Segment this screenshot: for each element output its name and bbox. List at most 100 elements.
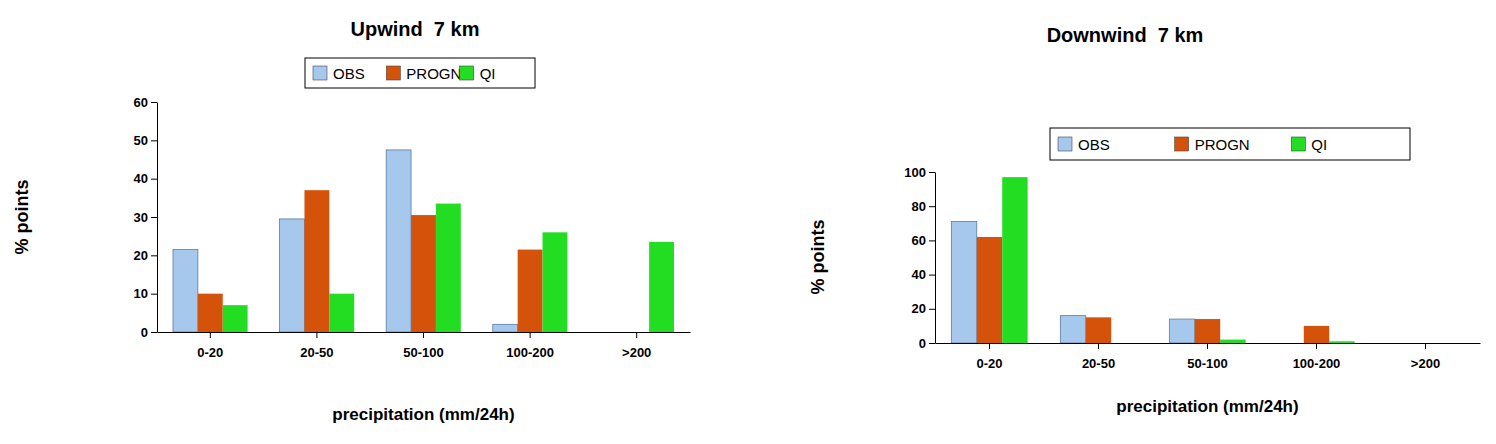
y-tick-label: 30 (134, 210, 148, 225)
bar (280, 219, 305, 332)
x-tick-mark (316, 332, 317, 338)
legend-label: OBS (1078, 136, 1110, 153)
y-tick: 40 (912, 267, 935, 282)
bar (1329, 341, 1354, 343)
x-tick-label: 50-100 (1187, 356, 1227, 371)
legend-label: PROGN (406, 65, 461, 82)
x-tick-label: 100-200 (506, 345, 554, 360)
legend-swatch (386, 66, 400, 80)
y-tick-mark (151, 140, 157, 141)
bar (977, 237, 1002, 343)
bar (1060, 316, 1085, 343)
bar (1278, 343, 1303, 344)
chart-title: Downwind 7 km (1047, 24, 1204, 46)
x-tick-mark (1207, 343, 1208, 349)
y-tick: 10 (134, 286, 157, 301)
legend-swatch (1058, 137, 1072, 151)
legend-label: PROGN (1195, 136, 1250, 153)
bar (1413, 343, 1438, 344)
bar (624, 332, 649, 333)
x-tick-label: 50-100 (403, 345, 443, 360)
bar (436, 204, 461, 332)
x-tick-label: 100-200 (1293, 356, 1341, 371)
legend-swatch (313, 66, 327, 80)
y-tick-label: 0 (919, 336, 926, 351)
x-tick-label: 20-50 (1082, 356, 1115, 371)
y-tick: 20 (912, 301, 935, 316)
y-tick-label: 40 (134, 171, 148, 186)
x-tick: >200 (622, 332, 651, 360)
x-tick-mark (210, 332, 211, 338)
x-tick: 20-50 (1082, 343, 1115, 371)
y-tick-label: 20 (134, 248, 148, 263)
y-axis-title: % points (12, 180, 32, 255)
y-axis-line (157, 103, 158, 333)
y-tick-mark (151, 102, 157, 103)
y-axis-line (935, 173, 936, 344)
bar (1002, 177, 1027, 343)
y-tick-label: 80 (912, 199, 926, 214)
x-tick-mark (1425, 343, 1426, 349)
y-tick-mark (151, 179, 157, 180)
x-tick: >200 (1411, 343, 1440, 371)
bar (1169, 319, 1194, 343)
legend-box (305, 58, 535, 88)
y-tick: 60 (912, 233, 935, 248)
y-tick: 100 (904, 165, 935, 180)
y-tick: 0 (919, 336, 935, 351)
bar (1195, 319, 1220, 343)
x-tick-mark (423, 332, 424, 338)
x-tick-mark (636, 332, 637, 338)
bars (173, 150, 674, 332)
y-tick: 60 (134, 95, 157, 110)
bar (599, 332, 624, 333)
y-tick-mark (929, 309, 935, 310)
y-axis-title: % points (808, 220, 828, 295)
x-tick: 50-100 (1187, 343, 1227, 371)
y-tick: 80 (912, 199, 935, 214)
legend: OBS PROGN QI (305, 58, 535, 88)
x-axis-title: precipitation (mm/24h) (1116, 397, 1298, 416)
x-tick-mark (530, 332, 531, 338)
y-tick: 40 (134, 171, 157, 186)
x-axis: 0-20 20-50 50-100 100-200 >200 (158, 332, 691, 360)
chart-panel: 01020304050600-2020-5050-100100-200>200U… (12, 18, 691, 424)
y-tick: 30 (134, 210, 157, 225)
x-tick: 20-50 (300, 332, 333, 360)
bar (198, 294, 223, 332)
x-tick-mark (989, 343, 990, 349)
bar (304, 190, 329, 332)
x-axis-title: precipitation (mm/24h) (332, 405, 514, 424)
bar (411, 215, 436, 332)
bar (1086, 317, 1111, 343)
chart-title: Upwind 7 km (351, 18, 480, 40)
bar (951, 222, 976, 343)
y-tick-label: 100 (904, 165, 926, 180)
legend-swatch (1175, 137, 1189, 151)
y-tick: 50 (134, 133, 157, 148)
y-tick-mark (151, 294, 157, 295)
legend-label: OBS (333, 65, 365, 82)
y-tick-mark (929, 240, 935, 241)
x-axis: 0-2020-5050-100100-200>200 (936, 343, 1481, 371)
chart-panel: 0204060801000-2020-5050-100100-200>200Do… (808, 24, 1481, 416)
y-tick-label: 20 (912, 301, 926, 316)
x-tick-label: >200 (1411, 356, 1440, 371)
bar (386, 150, 411, 332)
bar (1387, 343, 1412, 344)
bars (951, 177, 1354, 343)
bar (1111, 343, 1136, 344)
x-tick-label: 20-50 (300, 345, 333, 360)
x-tick-label: >200 (622, 345, 651, 360)
y-tick-mark (929, 275, 935, 276)
bar (493, 324, 518, 332)
x-tick-label: 0-20 (197, 345, 223, 360)
y-tick-mark (151, 332, 157, 333)
legend: OBSPROGNQI (1050, 128, 1410, 160)
y-tick-label: 50 (134, 133, 148, 148)
y-tick-mark (929, 206, 935, 207)
y-tick-label: 40 (912, 267, 926, 282)
bar (173, 250, 198, 332)
legend-label: QI (480, 65, 496, 82)
legend-swatch (1291, 137, 1305, 151)
